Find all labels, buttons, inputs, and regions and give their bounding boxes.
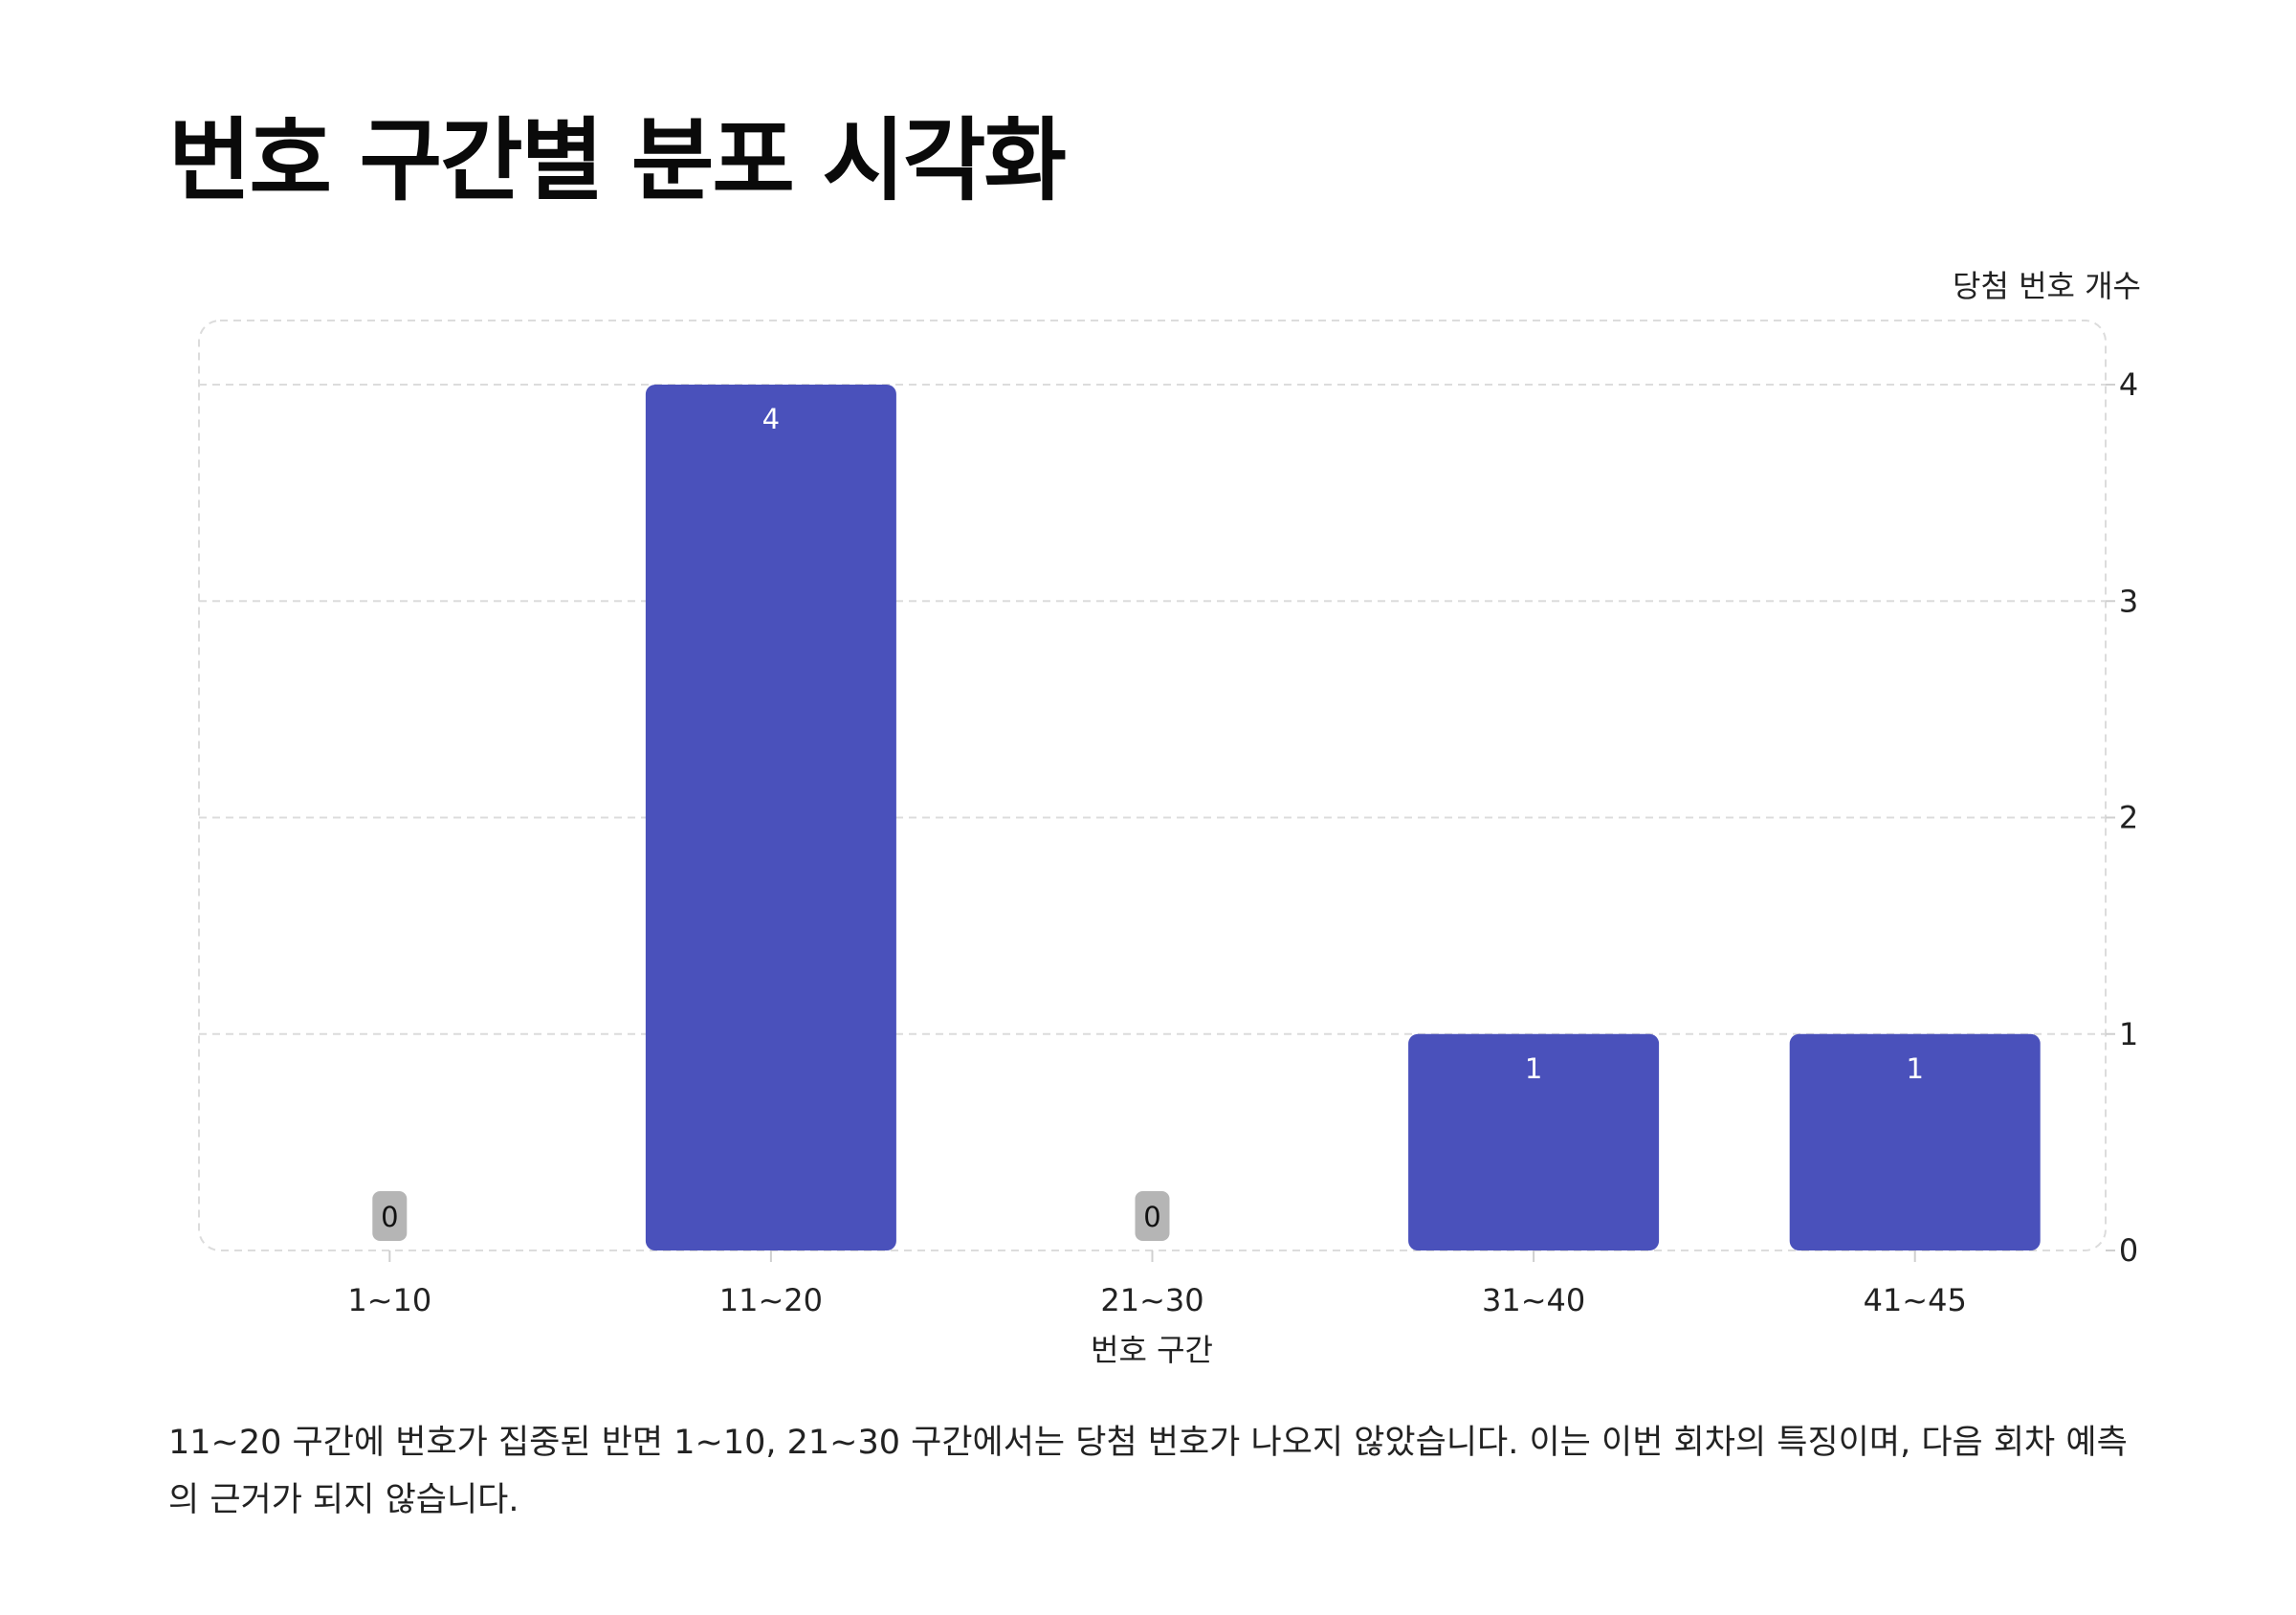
x-tick-label: 31~40 [1482, 1282, 1585, 1318]
y-tick-label: 3 [2119, 583, 2138, 619]
bar [645, 385, 896, 1250]
bar [1789, 1033, 2041, 1250]
bar-chart: 0 4 0 1 1 0 1 2 3 4 1~10 11~20 21~30 31~40 41~45 당첨 … [198, 268, 2141, 1368]
x-tick-label: 1~10 [347, 1282, 431, 1318]
bar [1408, 1033, 1660, 1250]
y-axis-title: 당첨 번호 개수 [1953, 268, 2141, 304]
y-tick-label: 4 [2119, 366, 2138, 403]
y-tick-label: 0 [2119, 1232, 2138, 1269]
x-tick-label: 41~45 [1864, 1282, 1967, 1318]
bar-value-label: 1 [1906, 1052, 1923, 1085]
bars [645, 385, 2041, 1250]
chart-caption: 11~20 구간에 번호가 집중된 반면 1~10, 21~30 구간에서는 당… [168, 1424, 2128, 1519]
x-axis-ticks: 1~10 11~20 21~30 31~40 41~45 [347, 1250, 1967, 1318]
bar-value-label: 1 [1525, 1052, 1542, 1085]
bar-value-label: 0 [381, 1201, 398, 1233]
x-tick-label: 11~20 [719, 1282, 823, 1318]
y-tick-label: 1 [2119, 1016, 2138, 1052]
x-axis-title: 번호 구간 [1091, 1332, 1213, 1368]
bar-value-label: 4 [762, 403, 780, 435]
bar-value-label: 0 [1143, 1201, 1160, 1233]
page-title: 번호 구간별 분포 시각화 [168, 109, 1067, 213]
x-tick-label: 21~30 [1100, 1282, 1203, 1318]
y-axis-ticks: 0 1 2 3 4 [2106, 366, 2138, 1269]
zero-value-badge [1135, 1191, 1170, 1241]
zero-value-badge [372, 1191, 408, 1241]
grid-lines [199, 384, 2106, 1035]
y-tick-label: 2 [2119, 800, 2138, 836]
data-labels: 0 4 0 1 1 [372, 403, 1924, 1241]
